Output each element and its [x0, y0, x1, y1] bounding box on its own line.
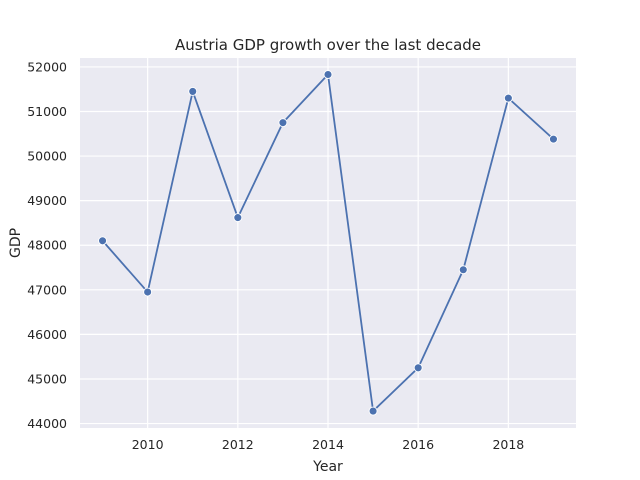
- y-tick-label: 47000: [27, 282, 67, 297]
- data-point: [143, 287, 153, 297]
- x-tick-labels: 2010 2012 2014 2016 2018: [132, 437, 525, 452]
- x-tick-label: 2012: [222, 437, 254, 452]
- chart-title: Austria GDP growth over the last decade: [175, 36, 481, 54]
- y-tick-label: 52000: [27, 59, 67, 74]
- x-tick-label: 2018: [492, 437, 524, 452]
- data-point: [98, 236, 107, 246]
- x-tick-label: 2016: [402, 437, 434, 452]
- data-point: [413, 363, 423, 373]
- data-point: [503, 93, 513, 103]
- data-point: [233, 213, 243, 223]
- grid-lines: [80, 58, 576, 428]
- x-axis-label: Year: [312, 459, 343, 475]
- data-point: [188, 86, 198, 96]
- y-tick-label: 44000: [27, 416, 67, 431]
- data-point: [278, 118, 288, 128]
- y-tick-label: 45000: [27, 371, 67, 386]
- y-tick-label: 51000: [27, 104, 67, 119]
- data-point: [368, 406, 378, 416]
- data-point: [323, 70, 333, 79]
- y-tick-label: 50000: [27, 149, 67, 164]
- x-tick-label: 2010: [132, 437, 164, 452]
- y-axis-label: GDP: [8, 228, 24, 258]
- data-point: [458, 265, 468, 275]
- y-tick-label: 49000: [27, 193, 67, 208]
- y-tick-label: 46000: [27, 327, 67, 342]
- y-tick-label: 48000: [27, 238, 67, 253]
- x-tick-label: 2014: [312, 437, 344, 452]
- series-group: [98, 70, 558, 416]
- y-tick-labels: 44000 45000 46000 47000 48000 49000 50000 51000…: [27, 59, 67, 431]
- data-point: [549, 134, 558, 144]
